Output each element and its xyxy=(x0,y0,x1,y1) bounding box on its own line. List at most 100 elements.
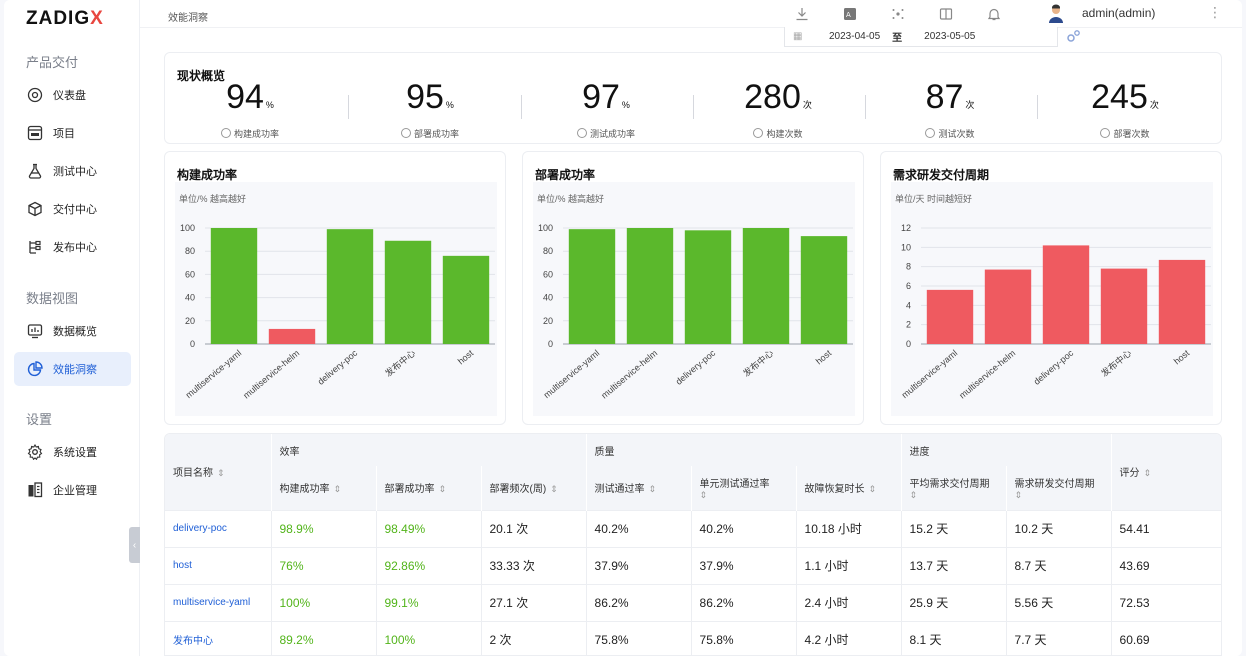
table-cell: 54.41 xyxy=(1111,509,1221,547)
bar[interactable] xyxy=(268,328,316,344)
start-date[interactable]: 2023-04-05 xyxy=(829,31,881,42)
gear-icon xyxy=(26,443,44,461)
table-cell: 15.2 天 xyxy=(901,509,1007,547)
sort-icon: ⇕ xyxy=(333,484,342,495)
logo[interactable]: ZADIGX xyxy=(26,8,104,29)
bar[interactable] xyxy=(326,229,374,344)
header-score[interactable]: 评分 ⇕ xyxy=(1111,434,1221,510)
table-cell: 75.8% xyxy=(586,620,692,655)
header-col[interactable]: 单元测试通过率 ⇕ xyxy=(691,466,797,510)
bar-chart: 024681012multiservice-yamlmultiservice-h… xyxy=(891,182,1213,416)
metrics-table: 项目名称 ⇕ 效率 质量 进度 评分 ⇕ 构建成功率 ⇕ 部署成功率 ⇕ 部署频次(周)… xyxy=(164,433,1222,656)
bar[interactable] xyxy=(800,236,848,344)
flask-icon xyxy=(576,128,587,138)
avatar[interactable] xyxy=(1046,4,1066,24)
table-row: delivery-poc 98.9% 98.49% 20.1 次 40.2% 40.2% 1… xyxy=(165,509,1221,547)
project-link[interactable]: host xyxy=(165,546,272,584)
header-col[interactable]: 部署频次(周) ⇕ xyxy=(481,466,587,510)
more-vertical-icon[interactable]: ⋮ xyxy=(1208,4,1222,20)
sidebar-item-project[interactable]: 项目 xyxy=(14,116,131,150)
sidebar-item-test-center[interactable]: 测试中心 xyxy=(14,154,131,188)
bar[interactable] xyxy=(984,269,1032,344)
y-tick-label: 20 xyxy=(185,316,195,326)
table-cell: 76% xyxy=(271,546,377,584)
sidebar-item-label: 系统设置 xyxy=(53,447,97,459)
table-cell: 5.56 天 xyxy=(1006,583,1112,621)
chart-card-deploy-success: 0 20 40 60 80 100 multiservice-yaml multiservic… xyxy=(522,151,864,425)
date-range-picker[interactable]: ▦ 2023-04-05 至 2023-05-05 xyxy=(784,27,1058,47)
sidebar-item-system-settings[interactable]: 系统设置 xyxy=(14,435,131,469)
dashboard-icon xyxy=(26,86,44,104)
sidebar-collapse-button[interactable]: ‹ xyxy=(129,527,140,563)
bar[interactable] xyxy=(210,228,258,344)
deploy-icon xyxy=(400,128,411,138)
plugin-icon[interactable] xyxy=(890,6,906,22)
table-cell: 86.2% xyxy=(691,583,797,621)
user-name[interactable]: admin(admin) xyxy=(1082,6,1156,20)
y-tick-label: 40 xyxy=(185,293,195,303)
header-col[interactable]: 部署成功率 ⇕ xyxy=(376,466,482,510)
table-cell: 75.8% xyxy=(691,620,797,655)
bar-chart: 020406080100multiservice-yamlmultiservic… xyxy=(175,182,497,416)
sidebar-item-release-center[interactable]: 发布中心 xyxy=(14,230,131,264)
sort-icon: ⇕ xyxy=(1143,468,1152,479)
table-cell: 86.2% xyxy=(586,583,692,621)
table-cell: 98.49% xyxy=(376,509,482,547)
download-icon[interactable] xyxy=(794,6,810,22)
bell-icon[interactable] xyxy=(986,6,1002,22)
y-tick-label: 100 xyxy=(538,223,553,233)
top-bar: 效能洞察 A admin(admin) ⋮ xyxy=(140,0,1242,28)
chart-icon xyxy=(26,322,44,340)
bar[interactable] xyxy=(1100,268,1148,344)
sidebar-section-data-view: 数据视图 xyxy=(26,291,79,306)
sidebar-section-delivery: 产品交付 xyxy=(26,55,79,70)
project-link[interactable]: 发布中心 xyxy=(165,620,272,655)
sort-icon: ⇕ xyxy=(699,489,708,500)
bar[interactable] xyxy=(926,289,974,344)
bar[interactable] xyxy=(626,228,674,344)
stat-build-success-rate: 94% 构建成功率 xyxy=(165,79,335,140)
end-date[interactable]: 2023-05-05 xyxy=(924,31,976,42)
settings-cog-icon[interactable] xyxy=(1064,28,1082,46)
y-tick-label: 40 xyxy=(543,293,553,303)
y-tick-label: 0 xyxy=(190,339,195,349)
sidebar-item-label: 仪表盘 xyxy=(53,90,86,102)
bar[interactable] xyxy=(1042,245,1090,344)
bar[interactable] xyxy=(684,230,732,344)
bar[interactable] xyxy=(742,228,790,344)
table-cell: 27.1 次 xyxy=(481,583,587,621)
sort-icon: ⇕ xyxy=(909,489,918,500)
header-project-name[interactable]: 项目名称 ⇕ xyxy=(165,434,272,510)
table-cell: 20.1 次 xyxy=(481,509,587,547)
bar[interactable] xyxy=(568,229,616,344)
y-tick-label: 60 xyxy=(543,269,553,279)
y-tick-label: 100 xyxy=(180,223,195,233)
project-link[interactable]: multiservice-yaml xyxy=(165,583,272,621)
bar[interactable] xyxy=(384,240,432,344)
language-icon[interactable]: A xyxy=(842,6,858,22)
table-cell: 37.9% xyxy=(586,546,692,584)
bar[interactable] xyxy=(442,255,490,344)
header-col[interactable]: 平均需求交付周期 ⇕ xyxy=(901,466,1007,510)
sidebar-section-settings: 设置 xyxy=(26,412,53,427)
chart-subtitle: 单位/天 时间越短好 xyxy=(895,194,973,204)
sidebar-item-label: 项目 xyxy=(53,128,75,140)
table-cell: 10.18 小时 xyxy=(796,509,902,547)
table-cell: 8.1 天 xyxy=(901,620,1007,655)
table-cell: 99.1% xyxy=(376,583,482,621)
sidebar-item-delivery-center[interactable]: 交付中心 xyxy=(14,192,131,226)
table-cell: 40.2% xyxy=(586,509,692,547)
header-col[interactable]: 故障恢复时长 ⇕ xyxy=(796,466,902,510)
table-cell: 60.69 xyxy=(1111,620,1221,655)
bar[interactable] xyxy=(1158,259,1206,344)
table-cell: 100% xyxy=(376,620,482,655)
sidebar-item-data-overview[interactable]: 数据概览 xyxy=(14,314,131,348)
sidebar-item-enterprise[interactable]: 企业管理 xyxy=(14,473,131,507)
header-col[interactable]: 构建成功率 ⇕ xyxy=(271,466,377,510)
docs-icon[interactable] xyxy=(938,6,954,22)
sidebar-item-insight[interactable]: 效能洞察 xyxy=(14,352,131,386)
sidebar-item-dashboard[interactable]: 仪表盘 xyxy=(14,78,131,112)
header-col[interactable]: 测试通过率 ⇕ xyxy=(586,466,692,510)
header-col[interactable]: 需求研发交付周期 ⇕ xyxy=(1006,466,1112,510)
project-link[interactable]: delivery-poc xyxy=(165,509,272,547)
